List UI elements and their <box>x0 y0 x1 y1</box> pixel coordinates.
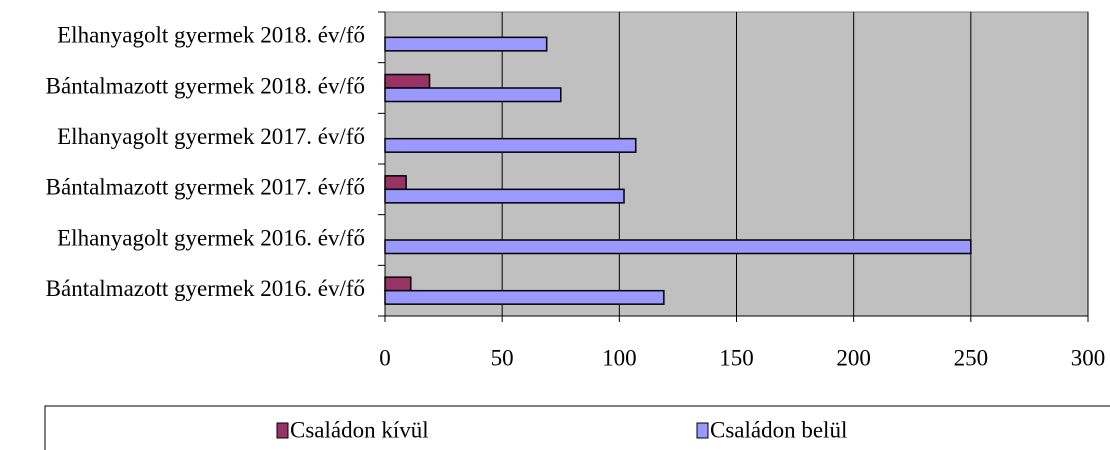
bar <box>384 175 407 191</box>
x-tick-label: 50 <box>491 345 514 370</box>
legend-label: Családon kívül <box>290 417 429 442</box>
bar <box>384 289 665 305</box>
bar <box>384 36 548 52</box>
x-tick-label: 300 <box>1071 345 1106 370</box>
y-tick-label: Elhanyagolt gyermek 2017. év/fő <box>57 124 365 149</box>
legend-swatch <box>696 422 709 439</box>
y-tick-label: Bántalmazott gyermek 2017. év/fő <box>46 175 365 200</box>
legend-box <box>44 405 1110 450</box>
bar <box>384 239 972 255</box>
y-tick-label: Bántalmazott gyermek 2016. év/fő <box>46 276 365 301</box>
y-tick-label: Elhanyagolt gyermek 2016. év/fő <box>57 225 365 250</box>
bar <box>384 73 431 89</box>
y-tick-label: Elhanyagolt gyermek 2018. év/fő <box>57 23 365 48</box>
legend-label: Családon belül <box>710 417 847 442</box>
x-tick-label: 250 <box>954 345 989 370</box>
x-tick-label: 150 <box>719 345 754 370</box>
x-tick-label: 200 <box>836 345 871 370</box>
x-tick-label: 0 <box>379 345 391 370</box>
bar <box>384 87 562 103</box>
y-tick-label: Bántalmazott gyermek 2018. év/fő <box>46 73 365 98</box>
bar <box>384 137 637 153</box>
bar <box>384 276 412 292</box>
legend-swatch <box>276 422 289 439</box>
bar <box>384 188 625 204</box>
x-tick-label: 100 <box>602 345 637 370</box>
